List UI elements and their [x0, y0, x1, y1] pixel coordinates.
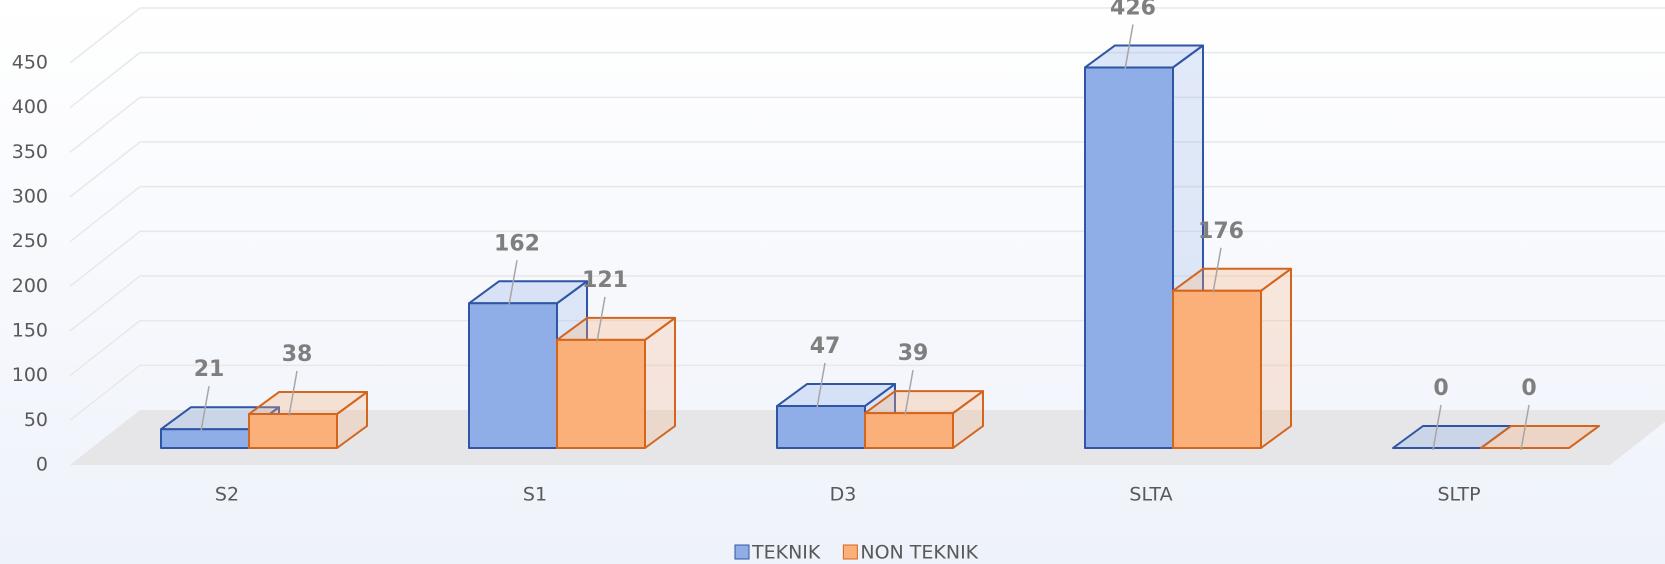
bar	[248, 391, 368, 450]
bar-front	[776, 405, 866, 450]
bar-front	[556, 338, 646, 450]
bar	[776, 383, 896, 450]
value-label: 38	[282, 342, 313, 367]
y-tick-label: 100	[12, 364, 48, 386]
leader-line	[596, 296, 606, 343]
grid-line	[69, 275, 1665, 332]
x-tick-label: SLTP	[1437, 484, 1480, 506]
leader-line	[1124, 24, 1134, 70]
x-tick-label: S2	[215, 484, 239, 506]
legend-swatch	[842, 544, 858, 560]
leader-line	[200, 386, 210, 432]
y-tick-label: 300	[12, 186, 48, 208]
leader-line	[1432, 404, 1442, 451]
y-tick-label: 0	[36, 454, 48, 476]
grid-line	[69, 7, 1665, 64]
grid-line	[69, 141, 1665, 198]
value-label: 39	[898, 341, 929, 366]
value-label: 21	[194, 357, 225, 382]
y-tick-label: 200	[12, 275, 48, 297]
leader-line	[1212, 247, 1222, 293]
bar-front	[864, 412, 954, 450]
y-tick-label: 50	[24, 409, 48, 431]
grid-line	[69, 230, 1665, 287]
value-label: 0	[1521, 376, 1536, 401]
bar-front	[160, 428, 250, 449]
leader-line	[904, 370, 914, 416]
value-label: 162	[494, 231, 540, 256]
legend-label: TEKNIK	[751, 542, 821, 564]
legend-swatch	[734, 544, 750, 560]
value-label: 0	[1433, 376, 1448, 401]
y-tick-label: 150	[12, 320, 48, 342]
value-label: 426	[1110, 0, 1156, 20]
value-label: 176	[1198, 219, 1244, 244]
grid-line	[69, 96, 1665, 153]
bar	[1480, 425, 1600, 449]
leader-line	[288, 370, 298, 417]
bar-top	[1480, 425, 1600, 449]
bar	[864, 390, 984, 450]
value-label: 47	[810, 334, 841, 359]
leader-line	[1520, 404, 1530, 451]
bar-front	[1084, 66, 1174, 449]
bar	[1172, 267, 1292, 450]
y-tick-label: 250	[12, 230, 48, 252]
y-tick-label: 400	[12, 96, 48, 118]
bar-front	[468, 302, 558, 449]
x-tick-label: SLTA	[1129, 484, 1172, 506]
bar-side	[1260, 267, 1292, 449]
y-tick-label: 350	[12, 141, 48, 163]
x-tick-label: D3	[830, 484, 857, 506]
leader-line	[816, 362, 826, 409]
x-tick-label: S1	[523, 484, 547, 506]
grid-line	[69, 51, 1665, 109]
bar	[556, 316, 676, 450]
leader-line	[508, 260, 518, 306]
legend-label: NON TEKNIK	[860, 542, 978, 564]
bar-front	[1172, 289, 1262, 450]
bar-front	[248, 413, 338, 450]
value-label: 121	[582, 268, 628, 293]
y-tick-label: 450	[12, 52, 48, 74]
grid-line	[69, 185, 1665, 243]
